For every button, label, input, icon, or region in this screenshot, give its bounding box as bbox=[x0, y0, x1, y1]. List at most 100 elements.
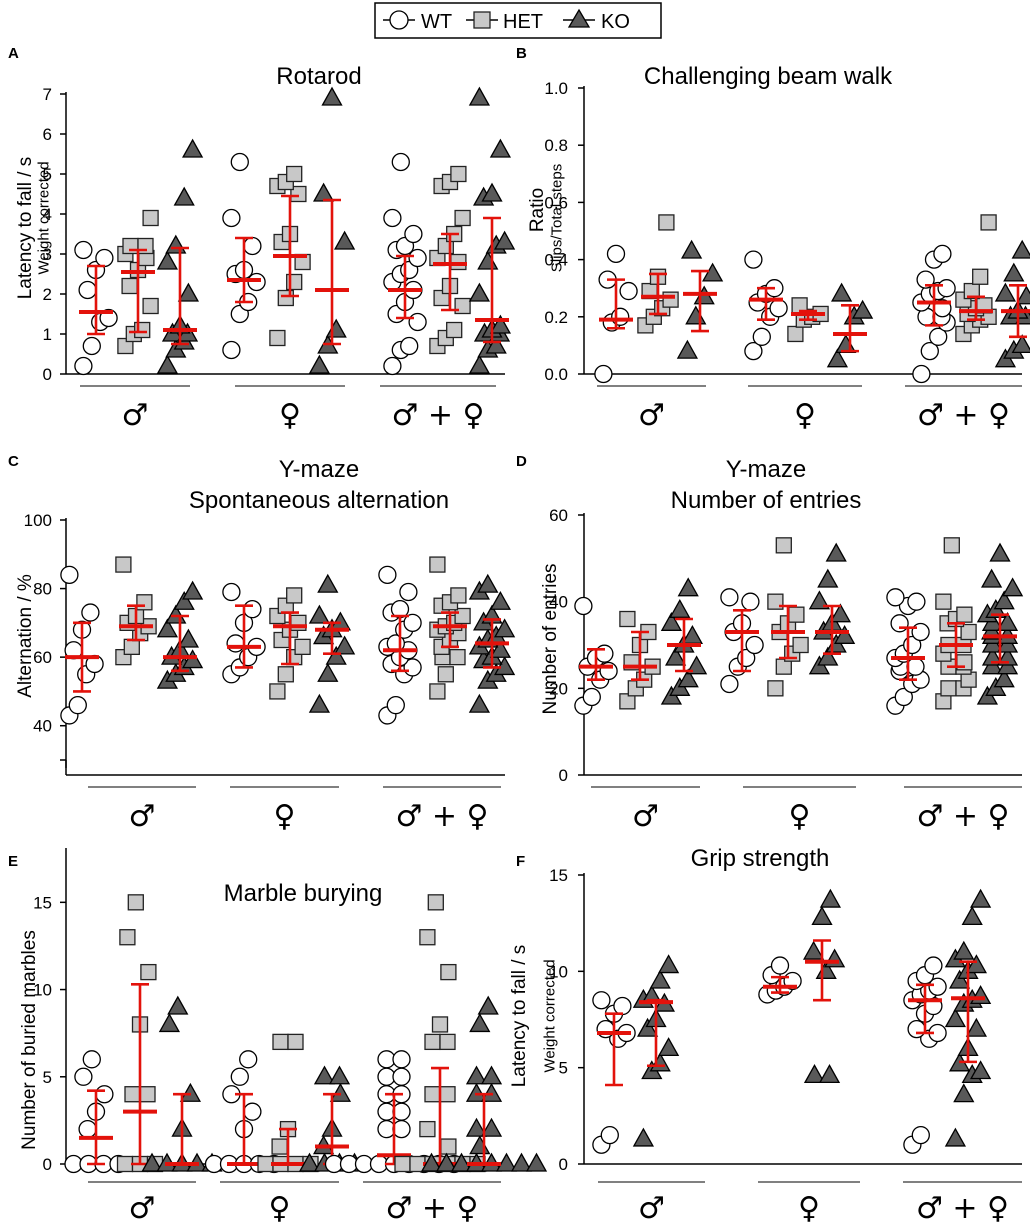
series-wt bbox=[720, 588, 764, 694]
series-ko bbox=[308, 86, 356, 374]
series-wt bbox=[378, 565, 422, 725]
series-het bbox=[619, 610, 661, 710]
data-point bbox=[980, 568, 1003, 588]
series-het bbox=[269, 165, 311, 347]
group-label: ♂ bbox=[122, 398, 149, 433]
series-ko bbox=[826, 282, 874, 368]
data-point bbox=[495, 1152, 518, 1172]
chart-title: Y-maze bbox=[726, 456, 806, 483]
data-point bbox=[657, 1037, 680, 1057]
data-point bbox=[317, 662, 339, 682]
group-label: ♀ bbox=[274, 799, 296, 834]
data-point bbox=[775, 537, 792, 554]
data-point bbox=[383, 208, 402, 228]
data-point bbox=[290, 185, 307, 203]
data-point bbox=[477, 250, 499, 270]
data-point bbox=[818, 1064, 841, 1084]
data-point bbox=[333, 635, 356, 655]
panel-f: F Grip strength Latency to fall / s Weight … bbox=[509, 845, 1022, 1224]
series-wt bbox=[64, 1050, 128, 1174]
group-label: ♂ bbox=[638, 398, 665, 433]
series-het bbox=[787, 297, 829, 343]
data-point bbox=[286, 165, 303, 183]
data-point bbox=[378, 565, 397, 585]
data-point bbox=[596, 1019, 615, 1039]
data-point bbox=[720, 674, 739, 694]
data-point bbox=[677, 668, 699, 688]
panel-c: C Y-maze Spontaneous alternation Alternatio… bbox=[8, 453, 516, 834]
y-tick-label: 0.8 bbox=[544, 136, 568, 155]
data-point bbox=[243, 1102, 262, 1121]
data-point bbox=[953, 1083, 975, 1103]
data-point bbox=[680, 239, 703, 259]
data-point bbox=[944, 1008, 967, 1028]
data-point bbox=[937, 279, 956, 298]
data-point bbox=[450, 1152, 473, 1172]
data-point bbox=[489, 638, 512, 658]
data-point bbox=[116, 1155, 134, 1173]
data-point bbox=[943, 537, 960, 554]
data-point bbox=[308, 604, 331, 624]
group-label: ♀ bbox=[794, 398, 816, 433]
y-tick-label: 0.6 bbox=[544, 193, 568, 212]
data-point bbox=[676, 339, 699, 359]
y-tick-label: 4 bbox=[43, 205, 52, 224]
data-point bbox=[907, 1019, 926, 1039]
data-point bbox=[449, 648, 466, 666]
group-label: ♀ bbox=[798, 1191, 820, 1224]
data-point bbox=[271, 1138, 288, 1155]
series-wt bbox=[903, 956, 947, 1154]
series-wt bbox=[744, 250, 788, 361]
data-point bbox=[720, 588, 739, 607]
data-point bbox=[741, 592, 760, 611]
data-point bbox=[911, 1125, 930, 1145]
data-point bbox=[82, 336, 101, 356]
data-point bbox=[582, 687, 601, 707]
data-point bbox=[510, 1152, 533, 1172]
data-point bbox=[935, 593, 952, 610]
data-point bbox=[701, 262, 724, 282]
data-point bbox=[173, 186, 195, 206]
y-tick-label: 5 bbox=[43, 165, 52, 184]
data-point bbox=[933, 244, 952, 264]
data-point bbox=[243, 236, 262, 256]
panel-label: A bbox=[8, 45, 19, 62]
data-point bbox=[489, 314, 512, 334]
y-tick-label: 0.2 bbox=[544, 308, 568, 327]
y-tick-label: 15 bbox=[33, 893, 52, 912]
data-point bbox=[424, 1086, 441, 1103]
series-het bbox=[429, 556, 471, 700]
y-tick-label: 2 bbox=[43, 285, 52, 304]
data-point bbox=[469, 1135, 491, 1155]
series-ko bbox=[802, 888, 846, 1084]
data-point bbox=[960, 623, 977, 641]
data-point bbox=[465, 1065, 488, 1085]
data-point bbox=[989, 542, 1011, 562]
data-point bbox=[969, 1060, 992, 1080]
data-point bbox=[1015, 285, 1030, 305]
data-point bbox=[392, 1119, 411, 1139]
data-point bbox=[136, 594, 153, 611]
legend-label-wt: WT bbox=[421, 11, 452, 33]
data-point bbox=[321, 86, 343, 106]
legend-item-ko: KO bbox=[563, 8, 630, 33]
data-point bbox=[745, 635, 764, 655]
data-point bbox=[403, 613, 422, 633]
y-tick-label: 3 bbox=[43, 245, 52, 264]
data-point bbox=[440, 963, 457, 981]
y-axis-label: Alternation / % bbox=[15, 574, 36, 698]
data-point bbox=[1011, 334, 1030, 354]
data-point bbox=[272, 1033, 289, 1051]
data-point bbox=[944, 1127, 967, 1147]
legend-label-het: HET bbox=[503, 11, 543, 33]
data-point bbox=[439, 1033, 456, 1051]
data-point bbox=[386, 695, 405, 715]
data-point bbox=[399, 582, 418, 602]
panel-label: B bbox=[516, 45, 527, 62]
series-ko bbox=[156, 580, 204, 689]
data-point bbox=[662, 291, 679, 308]
data-point bbox=[468, 354, 491, 374]
data-point bbox=[156, 354, 179, 374]
data-point bbox=[669, 599, 691, 618]
